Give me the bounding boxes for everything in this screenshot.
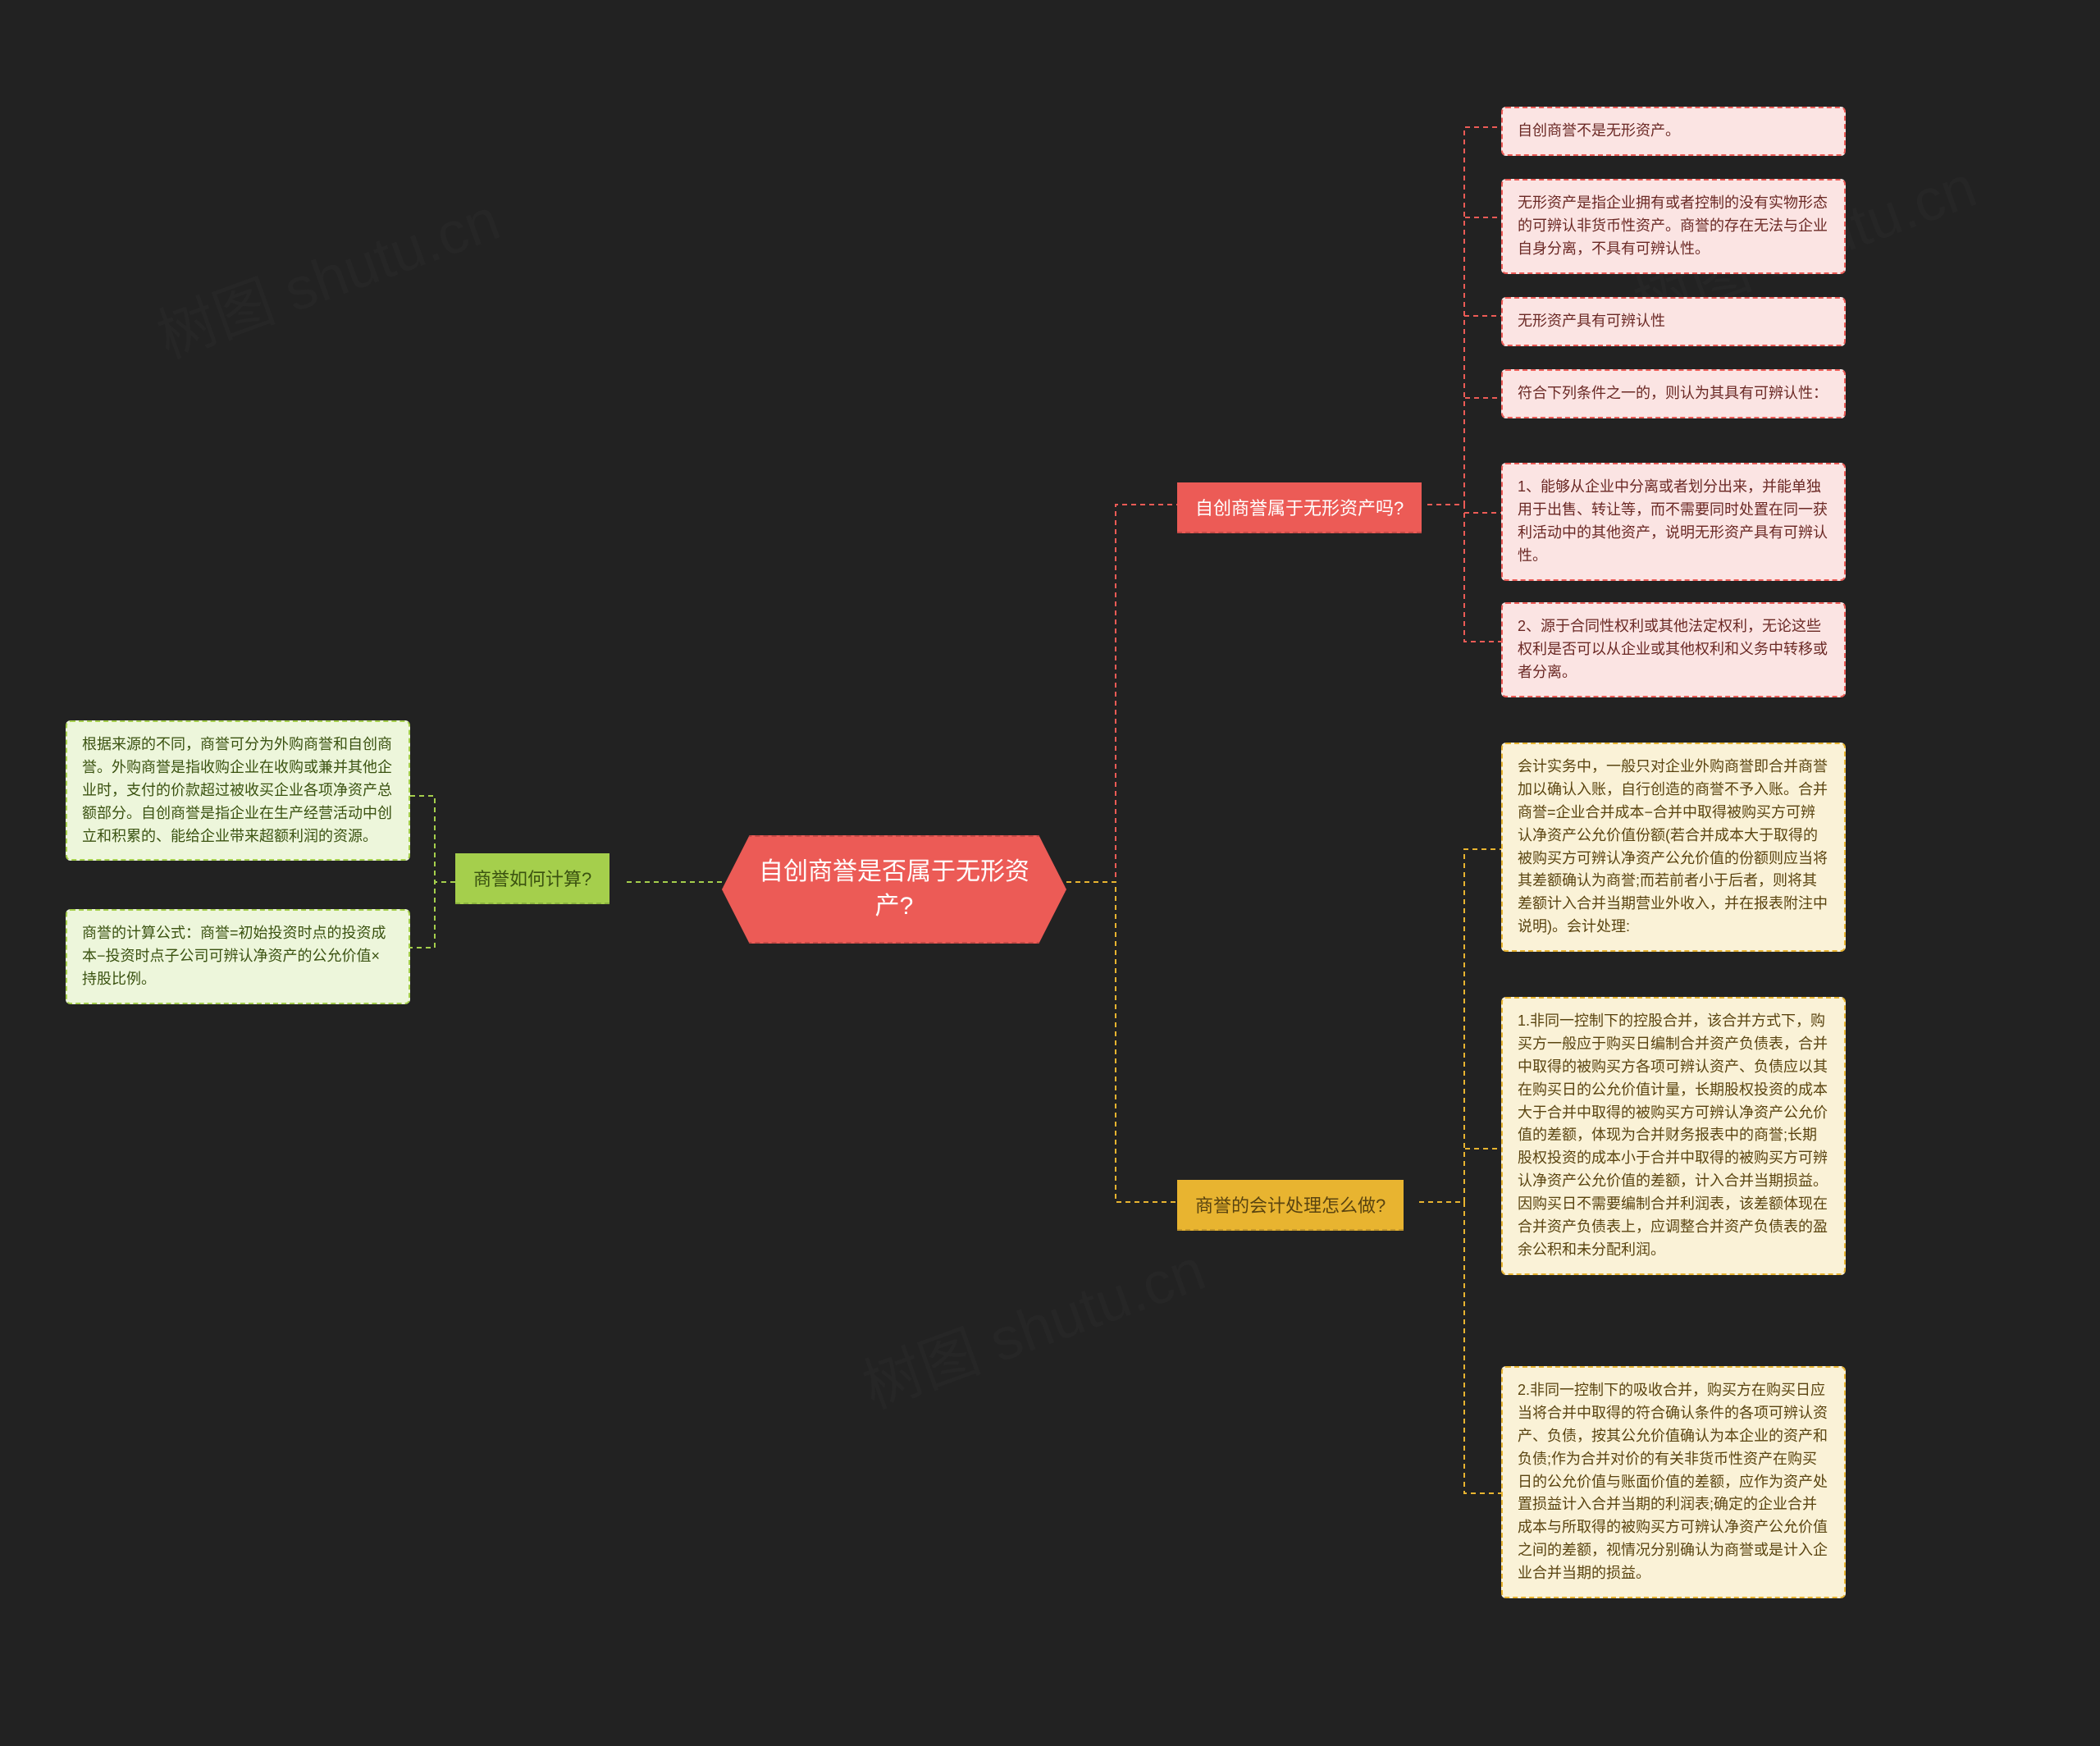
branch-left: 商誉如何计算? — [455, 853, 609, 904]
leaf-text: 2.非同一控制下的吸收合并，购买方在购买日应当将合并中取得的符合确认条件的各项可… — [1518, 1382, 1828, 1581]
branch-right-bottom-label: 商誉的会计处理怎么做? — [1195, 1195, 1386, 1216]
leaf-text: 自创商誉不是无形资产。 — [1518, 122, 1680, 139]
leaf-text: 1、能够从企业中分离或者划分出来，并能单独用于出售、转让等，而不需要同时处置在同… — [1518, 478, 1828, 564]
leaf-text: 无形资产具有可辨认性 — [1518, 313, 1665, 329]
branch-left-label: 商誉如何计算? — [473, 869, 591, 889]
leaf-rt-2: 无形资产具有可辨认性 — [1501, 297, 1846, 346]
leaf-text: 无形资产是指企业拥有或者控制的没有实物形态的可辨认非货币性资产。商誉的存在无法与… — [1518, 194, 1828, 257]
leaf-text: 1.非同一控制下的控股合并，该合并方式下，购买方一般应于购买日编制合并资产负债表… — [1518, 1012, 1828, 1258]
leaf-text: 符合下列条件之一的，则认为其具有可辨认性： — [1518, 385, 1828, 401]
root-label: 自创商誉是否属于无形资产? — [759, 858, 1029, 920]
leaf-rb-0: 会计实务中，一般只对企业外购商誉即合并商誉加以确认入账，自行创造的商誉不予入账。… — [1501, 743, 1846, 952]
leaf-left-0: 根据来源的不同，商誉可分为外购商誉和自创商誉。外购商誉是指收购企业在收购或兼并其… — [66, 720, 410, 861]
leaf-rt-3: 符合下列条件之一的，则认为其具有可辨认性： — [1501, 369, 1846, 418]
leaf-text: 商誉的计算公式：商誉=初始投资时点的投资成本−投资时点子公司可辨认净资产的公允价… — [82, 925, 386, 987]
leaf-text: 根据来源的不同，商誉可分为外购商誉和自创商誉。外购商誉是指收购企业在收购或兼并其… — [82, 736, 392, 844]
leaf-rt-1: 无形资产是指企业拥有或者控制的没有实物形态的可辨认非货币性资产。商誉的存在无法与… — [1501, 179, 1846, 274]
leaf-rb-1: 1.非同一控制下的控股合并，该合并方式下，购买方一般应于购买日编制合并资产负债表… — [1501, 997, 1846, 1275]
watermark: 树图 shutu.cn — [849, 1222, 1215, 1425]
leaf-left-1: 商誉的计算公式：商誉=初始投资时点的投资成本−投资时点子公司可辨认净资产的公允价… — [66, 909, 410, 1004]
branch-right-bottom: 商誉的会计处理怎么做? — [1177, 1180, 1404, 1231]
leaf-text: 2、源于合同性权利或其他法定权利，无论这些权利是否可以从企业或其他权利和义务中转… — [1518, 618, 1828, 680]
leaf-rb-2: 2.非同一控制下的吸收合并，购买方在购买日应当将合并中取得的符合确认条件的各项可… — [1501, 1366, 1846, 1598]
branch-right-top-label: 自创商誉属于无形资产吗? — [1195, 498, 1404, 519]
leaf-rt-5: 2、源于合同性权利或其他法定权利，无论这些权利是否可以从企业或其他权利和义务中转… — [1501, 602, 1846, 697]
leaf-rt-0: 自创商誉不是无形资产。 — [1501, 107, 1846, 156]
leaf-rt-4: 1、能够从企业中分离或者划分出来，并能单独用于出售、转让等，而不需要同时处置在同… — [1501, 463, 1846, 581]
branch-right-top: 自创商誉属于无形资产吗? — [1177, 482, 1422, 533]
leaf-text: 会计实务中，一般只对企业外购商誉即合并商誉加以确认入账，自行创造的商誉不予入账。… — [1518, 758, 1828, 935]
root-node: 自创商誉是否属于无形资产? — [722, 835, 1066, 944]
watermark: 树图 shutu.cn — [144, 171, 509, 375]
